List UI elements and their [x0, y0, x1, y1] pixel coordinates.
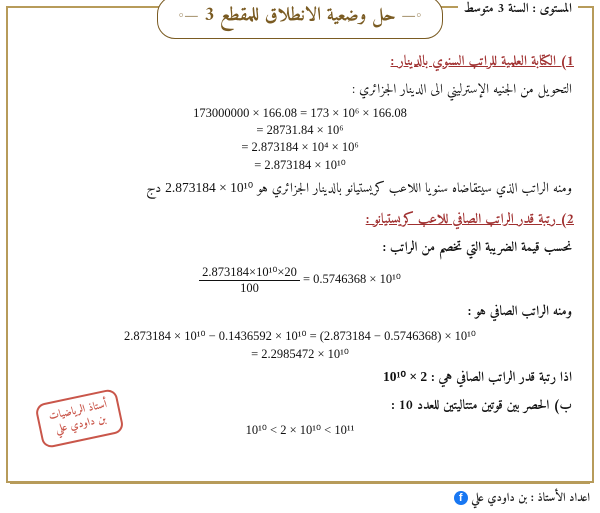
para-result1: ومنه الراتب الذي سيتقاضاه سنويا اللاعب ك… [28, 177, 572, 201]
tax-frac: 2.873184×10¹⁰×20 100 = 0.5746368 × 10¹⁰ [22, 264, 578, 296]
heading-2-num: 2) [560, 207, 574, 232]
heading-1-text: الكتابة العلمية للراتب السنوي بالدينار : [391, 49, 557, 74]
title-text: حل وضعية الانطلاق للمقطع 3 [204, 0, 395, 33]
calc1-l4: = 2.873184 × 10¹⁰ [22, 157, 578, 173]
para-convert: التحويل من الجنيه الإسترليني الى الدينار… [28, 78, 572, 102]
title-wrap: ◦— حل وضعية الانطلاق للمقطع 3 —◦ [22, 0, 578, 41]
frac-bot: 100 [199, 281, 300, 296]
calc2-l1: 2.873184 × 10¹⁰ − 0.1436592 × 10¹⁰ = (2.… [22, 328, 578, 344]
footer-text: اعداد الأستاذ : بن داودي علي [471, 488, 590, 509]
calc1-l3: = 2.873184 × 10⁴ × 10⁶ [22, 140, 578, 155]
para-order-a: اذا رتبة قدر الراتب الصافي هي : [427, 366, 572, 390]
deco-left: ◦— [401, 3, 421, 31]
fraction: 2.873184×10¹⁰×20 100 [199, 264, 300, 296]
calc1-l2: = 28731.84 × 10⁶ [22, 123, 578, 138]
para-result1-c: دج [146, 177, 161, 201]
frac-eq: = 0.5746368 × 10¹⁰ [303, 272, 401, 286]
para-net: ومنه الراتب الصافي هو : [28, 300, 572, 324]
footer: اعداد الأستاذ : بن داودي علي f [10, 483, 590, 509]
para-order: اذا رتبة قدر الراتب الصافي هي : 10¹⁰ × 2 [28, 366, 572, 390]
page-title: ◦— حل وضعية الانطلاق للمقطع 3 —◦ [157, 0, 442, 39]
heading-1: 1) الكتابة العلمية للراتب السنوي بالدينا… [26, 49, 574, 74]
para-tax: نحسب قيمة الضريبة التي تخصم من الراتب : [28, 236, 572, 260]
deco-right: —◦ [178, 3, 198, 31]
para-order-b: 10¹⁰ × 2 [383, 369, 427, 384]
calc1-l1: 173000000 × 166.08 = 173 × 10⁶ × 166.08 [22, 106, 578, 121]
facebook-icon: f [454, 491, 468, 505]
heading-1-num: 1) [560, 49, 574, 74]
para-result1-a: ومنه الراتب الذي سيتقاضاه سنويا اللاعب ك… [253, 177, 572, 201]
calc2-l2: = 2.2985472 × 10¹⁰ [22, 346, 578, 362]
para-result1-b: 2.873184 × 10¹⁰ [165, 180, 253, 195]
page-frame: المستوى : السنة 3 متوسط ◦— حل وضعية الان… [6, 6, 594, 483]
frac-top: 2.873184×10¹⁰×20 [199, 264, 300, 281]
heading-2: 2) رتبة قدر الراتب الصافي للاعب كريستيان… [26, 207, 574, 232]
heading-2-text: رتبة قدر الراتب الصافي للاعب كريستيانو : [366, 207, 556, 232]
